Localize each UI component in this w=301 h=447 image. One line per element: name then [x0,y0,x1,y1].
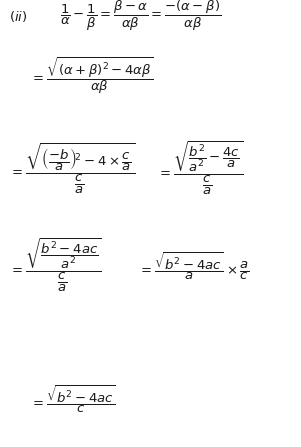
Text: $= \dfrac{\sqrt{(\alpha + \beta)^2 - 4\alpha\beta}}{\alpha\beta}$: $= \dfrac{\sqrt{(\alpha + \beta)^2 - 4\a… [30,55,154,97]
Text: $\dfrac{1}{\alpha} - \dfrac{1}{\beta} = \dfrac{\beta - \alpha}{\alpha\beta} = \d: $\dfrac{1}{\alpha} - \dfrac{1}{\beta} = … [60,0,222,33]
Text: $(ii)$: $(ii)$ [9,8,28,24]
Text: $= \dfrac{\sqrt{\left(\dfrac{-b}{a}\right)^{\!2} - 4 \times \dfrac{c}{a}}}{\dfra: $= \dfrac{\sqrt{\left(\dfrac{-b}{a}\righ… [9,142,135,196]
Text: $= \dfrac{\sqrt{b^2 - 4ac}}{a} \times \dfrac{a}{c}$: $= \dfrac{\sqrt{b^2 - 4ac}}{a} \times \d… [138,250,250,282]
Text: $= \dfrac{\sqrt{b^2 - 4ac}}{c}$: $= \dfrac{\sqrt{b^2 - 4ac}}{c}$ [30,383,116,415]
Text: $= \dfrac{\sqrt{\dfrac{b^2}{a^2} - \dfrac{4c}{a}}}{\dfrac{c}{a}}$: $= \dfrac{\sqrt{\dfrac{b^2}{a^2} - \dfra… [157,140,243,198]
Text: $= \dfrac{\sqrt{\dfrac{b^2 - 4ac}{a^2}}}{\dfrac{c}{a}}$: $= \dfrac{\sqrt{\dfrac{b^2 - 4ac}{a^2}}}… [9,237,102,295]
